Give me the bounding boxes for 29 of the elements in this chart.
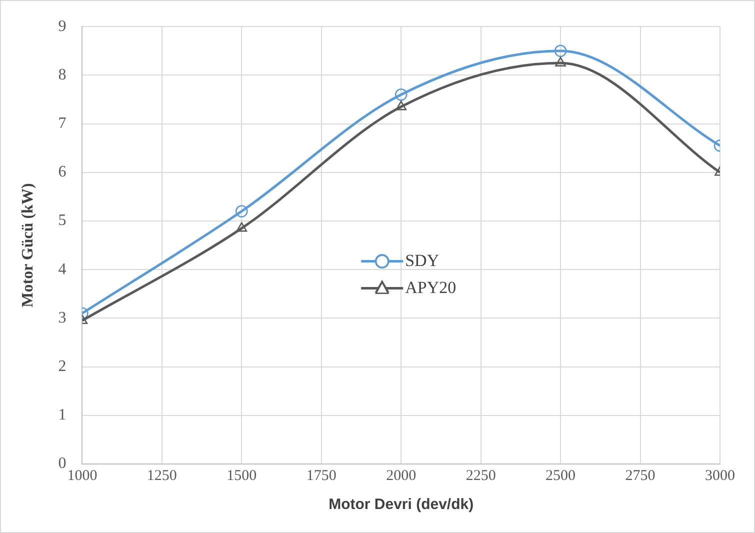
y-tick-label: 6	[58, 164, 66, 181]
point	[554, 44, 567, 58]
x-tick-label: 1250	[146, 468, 177, 484]
x-tick-label: 2000	[386, 468, 416, 484]
x-tick-label: 2500	[546, 468, 576, 484]
point	[396, 100, 407, 110]
point	[394, 88, 408, 101]
y-tick-label: 2	[58, 358, 66, 376]
x-tick-label: 2250	[466, 468, 496, 484]
y-tick-label: 3	[58, 309, 66, 326]
x-axis-title: Motor Devri (dev/dk)	[328, 496, 474, 514]
y-tick-label: 1	[58, 406, 66, 424]
x-tick-label: 1750	[306, 468, 336, 484]
y-tick-label: 5	[58, 212, 66, 230]
point	[555, 56, 566, 66]
y-tick-label: 0	[58, 455, 66, 472]
y-tick-label: 4	[58, 260, 66, 278]
x-tick-label: 1000	[67, 468, 98, 484]
x-tick-label: 2750	[625, 468, 656, 484]
x-tick-label: 3000	[705, 468, 735, 484]
y-tick-label: 8	[58, 66, 66, 84]
point	[236, 222, 248, 232]
x-tick-label: 1500	[226, 468, 257, 484]
y-tick-label: 7	[58, 115, 66, 132]
y-tick-label: 9	[58, 18, 66, 35]
point	[236, 205, 248, 218]
legend-label: SDY	[405, 250, 440, 270]
legend-label: APY20	[405, 278, 456, 297]
y-axis-title: Motor Gücü (kW)	[20, 183, 37, 308]
